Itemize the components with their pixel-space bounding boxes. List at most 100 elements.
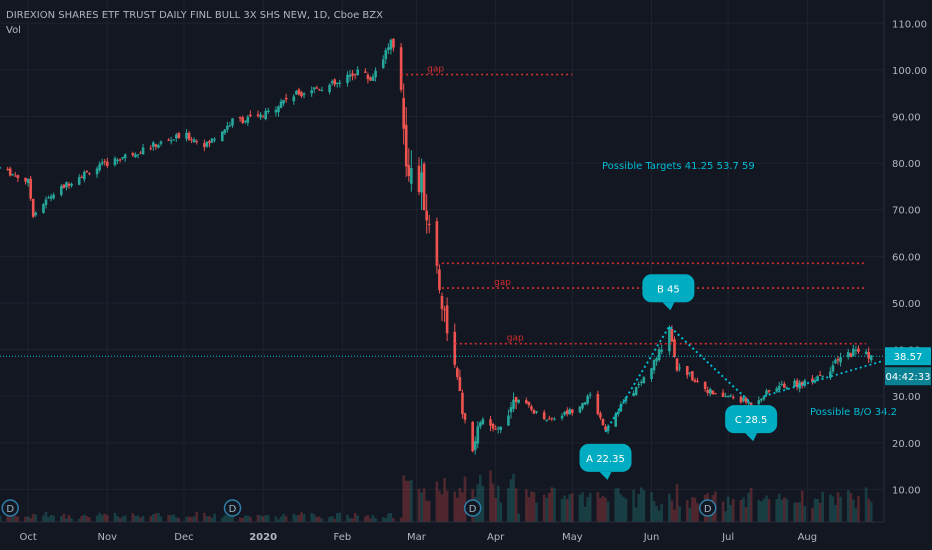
candle-up	[821, 375, 824, 377]
time-tick-label: Jul	[721, 532, 734, 543]
price-tick-label: 80.00	[892, 159, 921, 170]
dividend-marker	[223, 499, 242, 517]
candle-up	[517, 399, 520, 403]
candle-down	[29, 178, 32, 199]
candle-down	[399, 47, 403, 90]
candle-up	[320, 90, 324, 92]
volume-bar	[864, 487, 868, 522]
volume-label: Vol	[6, 25, 21, 36]
candle-down	[24, 177, 27, 182]
candle-up	[586, 395, 589, 404]
volume-bar	[195, 511, 199, 522]
volume-bar	[8, 515, 12, 522]
candle-down	[731, 396, 735, 398]
candle-down	[458, 376, 462, 392]
candle-up	[479, 422, 482, 427]
volume-bar	[453, 491, 457, 522]
candle-down	[422, 163, 426, 211]
candle-down	[548, 418, 551, 420]
volume-bar	[34, 514, 38, 522]
volume-bar	[226, 515, 229, 522]
volume-bar	[312, 514, 316, 522]
targets-label: Possible Targets 41.25 53.7 59	[602, 161, 755, 172]
price-tick-label: 90.00	[892, 113, 921, 124]
candle-up	[668, 327, 671, 352]
candle-down	[404, 124, 408, 167]
candle-down	[445, 305, 449, 334]
volume-bar	[783, 497, 786, 522]
candle-up	[141, 147, 145, 155]
candle-down	[6, 169, 9, 171]
volume-bar	[619, 494, 623, 522]
candle-up	[65, 182, 68, 188]
time-tick-label: Apr	[487, 532, 505, 543]
volume-bar	[622, 496, 625, 522]
candle-down	[366, 74, 370, 79]
volume-bar	[642, 490, 646, 522]
candle-down	[601, 418, 605, 426]
candle-down	[103, 161, 107, 163]
candle-down	[530, 406, 533, 410]
candle-down	[190, 139, 193, 141]
candle-down	[427, 223, 431, 226]
candle-down	[463, 413, 467, 420]
volume-bar	[803, 506, 807, 522]
volume-bar	[604, 497, 607, 522]
candle-down	[67, 183, 71, 186]
price-tick-label: 60.00	[892, 252, 921, 263]
volume-bar	[425, 500, 428, 522]
volume-bar	[318, 516, 321, 522]
candle-up	[757, 400, 761, 405]
volume-bar	[231, 516, 234, 522]
volume-bar	[614, 488, 618, 522]
volume-bar	[213, 513, 216, 522]
volume-bar	[440, 494, 444, 522]
candle-up	[581, 403, 584, 409]
price-tick-label: 50.00	[892, 299, 921, 310]
volume-bar	[586, 497, 589, 522]
volume-bar	[777, 493, 781, 522]
volume-bar	[765, 495, 768, 522]
volume-bar	[134, 515, 137, 522]
last-price-text: 38.57	[894, 352, 923, 363]
price-tick-label: 10.00	[892, 485, 921, 496]
volume-bar	[6, 515, 9, 522]
volume-bar	[310, 512, 313, 522]
dividend-marker-label: D	[229, 504, 237, 515]
volume-bar	[151, 514, 155, 522]
candle-down	[364, 71, 367, 73]
volume-bar	[601, 495, 605, 522]
callout-a: A 22.35	[579, 443, 632, 480]
candle-up	[657, 349, 661, 360]
volume-bar	[634, 507, 638, 522]
volume-bar	[650, 492, 653, 522]
candle-up	[869, 355, 873, 361]
volume-bar	[599, 498, 602, 522]
candle-up	[330, 81, 334, 84]
volume-bar	[657, 510, 661, 522]
candle-down	[315, 87, 319, 89]
volume-bar	[739, 500, 743, 522]
candle-down	[550, 417, 554, 419]
volume-bar	[535, 502, 538, 522]
volume-bar	[103, 513, 107, 522]
volume-bar	[742, 497, 745, 522]
candle-down	[749, 402, 753, 406]
volume-bar	[292, 514, 296, 522]
candle-down	[849, 353, 853, 357]
candle-down	[154, 144, 158, 147]
candle-up	[420, 172, 423, 193]
volume-bar	[346, 514, 349, 522]
candle-up	[507, 415, 510, 426]
candle-up	[205, 141, 209, 147]
candle-up	[220, 131, 224, 142]
candle-up	[42, 204, 45, 213]
volume-bar	[29, 518, 32, 522]
callout-a-tail	[599, 471, 612, 480]
volume-bar	[545, 497, 549, 522]
candle-up	[708, 388, 712, 394]
price-tick-label: 30.00	[892, 392, 921, 403]
volume-bar	[297, 514, 301, 522]
volume-bar	[187, 516, 191, 522]
